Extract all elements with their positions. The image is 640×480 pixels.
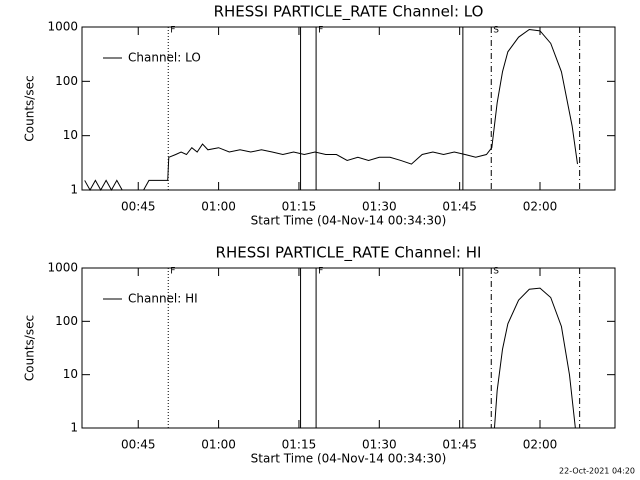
flag-label: F (170, 26, 175, 36)
flag-label: F (318, 267, 323, 277)
x-tick-label: 00:45 (121, 200, 156, 214)
footer-timestamp: 22-Oct-2021 04:20 (559, 467, 635, 476)
x-tick-label: 01:15 (282, 200, 317, 214)
x-tick-label: 01:45 (442, 200, 477, 214)
y-tick-label: 100 (55, 314, 78, 328)
flag-label: S (493, 267, 499, 277)
flag-label: S (493, 26, 499, 36)
x-tick-label: 00:45 (121, 438, 156, 452)
y-tick-label: 1 (70, 183, 78, 197)
y-tick-label: 1 (70, 421, 78, 435)
flag-label: F (318, 26, 323, 36)
x-tick-label: 01:00 (201, 438, 236, 452)
x-axis-label: Start Time (04-Nov-14 00:34:30) (251, 214, 447, 228)
x-tick-label: 01:30 (362, 438, 397, 452)
plot-frame (81, 267, 616, 429)
y-tick-label: 1000 (47, 20, 78, 34)
chart-title: RHESSI PARTICLE_RATE Channel: HI (216, 244, 482, 263)
x-tick-label: 01:45 (442, 438, 477, 452)
y-tick-label: 10 (63, 367, 78, 381)
x-axis-label: Start Time (04-Nov-14 00:34:30) (251, 452, 447, 466)
x-tick-label: 02:00 (523, 438, 558, 452)
y-axis-label: Counts/sec (23, 315, 37, 381)
plot-frame (81, 26, 616, 191)
x-tick-label: 01:00 (201, 200, 236, 214)
x-tick-label: 02:00 (523, 200, 558, 214)
x-tick-label: 01:30 (362, 200, 397, 214)
y-tick-label: 100 (55, 74, 78, 88)
legend-label: Channel: HI (128, 292, 198, 306)
chart-title: RHESSI PARTICLE_RATE Channel: LO (214, 3, 484, 22)
data-line (84, 28, 578, 192)
y-tick-label: 10 (63, 128, 78, 142)
data-line (493, 287, 576, 429)
y-axis-label: Counts/sec (23, 75, 37, 141)
legend-label: Channel: LO (128, 51, 201, 65)
x-tick-label: 01:15 (282, 438, 317, 452)
flag-label: F (170, 267, 175, 277)
y-tick-label: 1000 (47, 261, 78, 275)
